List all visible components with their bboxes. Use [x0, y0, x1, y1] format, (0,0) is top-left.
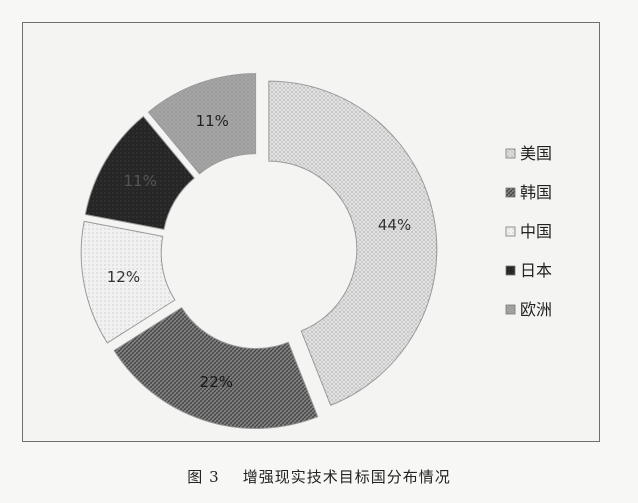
data-label-japan: 11% — [124, 172, 157, 190]
data-label-europe: 11% — [196, 112, 229, 130]
legend-swatch-us — [505, 148, 516, 159]
legend-label-us: 美国 — [520, 144, 552, 163]
slice-korea — [113, 306, 319, 430]
data-label-china: 12% — [107, 268, 140, 286]
slice-china — [80, 220, 176, 344]
legend-label-japan: 日本 — [520, 261, 552, 280]
chart-frame: 44% 22% 12% 11% 11% 美国韩国中国日本欧洲 — [22, 22, 600, 442]
figure-title: 增强现实技术目标国分布情况 — [242, 468, 451, 486]
legend-label-china: 中国 — [520, 222, 552, 241]
slice-europe — [147, 73, 257, 175]
data-label-korea: 22% — [200, 373, 233, 391]
legend-swatch-korea — [505, 187, 516, 198]
slice-us — [268, 80, 438, 406]
data-label-us: 44% — [378, 216, 411, 234]
legend-swatch-europe — [505, 304, 516, 315]
legend-swatch-japan — [505, 265, 516, 276]
legend-label-europe: 欧洲 — [520, 300, 552, 319]
legend-label-korea: 韩国 — [520, 183, 552, 202]
legend-swatch-china — [505, 226, 516, 237]
slice-japan — [84, 115, 196, 231]
figure-number: 图 3 — [187, 468, 220, 486]
figure-caption: 图 3 增强现实技术目标国分布情况 — [0, 466, 638, 487]
